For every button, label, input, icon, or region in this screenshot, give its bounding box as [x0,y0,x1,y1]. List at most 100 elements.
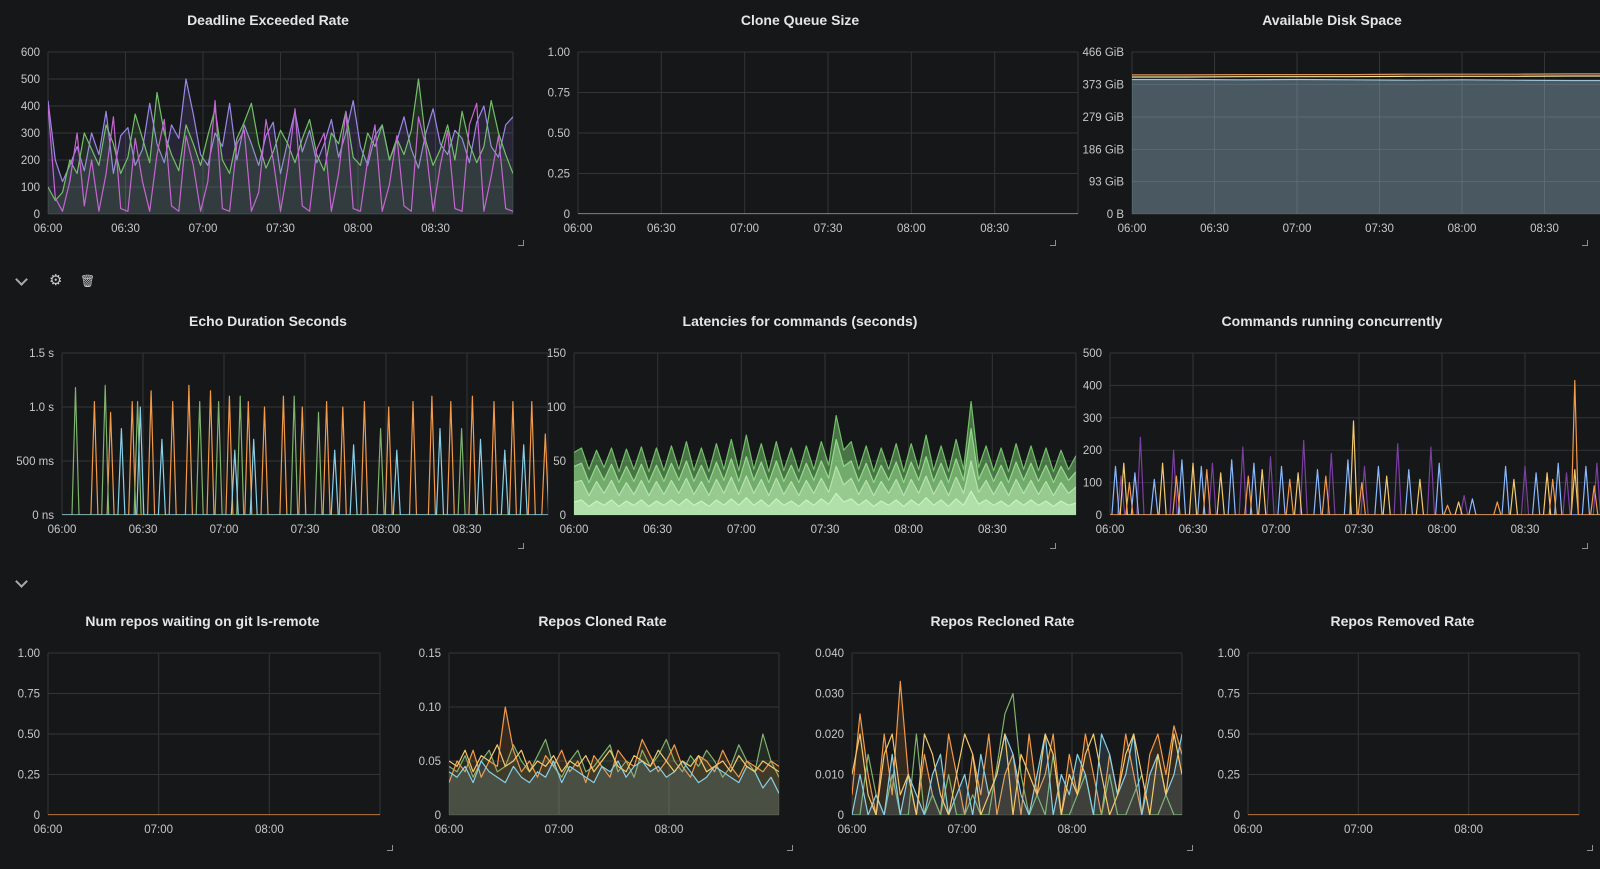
y-tick-label: 200 [21,155,40,167]
x-tick-label: 06:00 [560,524,589,536]
series-line-0 [574,401,1076,473]
panel-title[interactable]: Repos Cloned Rate [538,613,667,629]
x-tick-label: 08:00 [1428,524,1457,536]
x-tick-label: 06:30 [643,524,672,536]
chevron-down-icon[interactable] [15,273,28,286]
x-tick-label: 07:00 [189,223,218,235]
resize-handle[interactable] [1050,240,1056,246]
series-line-1 [1132,75,1600,78]
panel-repos-cloned-rate[interactable]: Repos Cloned Rate 0 0.05 0.10 0.15 06:00 07:0… [408,611,797,853]
x-tick-label: 07:30 [291,524,320,536]
y-tick-label: 100 [547,402,566,414]
panel-title[interactable]: Repos Removed Rate [1330,613,1475,629]
gear-icon[interactable]: ⚙ [49,272,63,289]
series-line-3 [449,744,779,773]
chart-command-latencies: 0 50 100 150 06:00 06:30 07:00 07:30 08:00 08:30 [547,348,1077,536]
y-tick-label: 200 [1083,445,1102,457]
series-line-2 [1110,420,1600,515]
panel-clone-queue-size[interactable]: Clone Queue Size 0 0.25 0.50 0.75 1.00 06:00 0… [540,10,1079,248]
panel-title[interactable]: Echo Duration Seconds [189,313,347,329]
series-line-2 [852,733,1182,815]
y-tick-label: 1.00 [548,47,570,59]
series-area-1 [449,707,779,815]
x-tick-label: 06:00 [1234,824,1263,836]
y-tick-label: 1.0 s [29,402,54,414]
x-tick-label: 07:30 [814,223,843,235]
y-tick-label: 500 ms [16,456,54,468]
chart-available-disk-space: 0 B 93 GiB 186 GiB 279 GiB 373 GiB 466 GiB 06:… [1082,47,1600,235]
x-tick-label: 06:00 [435,824,464,836]
y-tick-label: 0.030 [815,689,844,701]
x-tick-label: 08:00 [894,524,923,536]
series-line-2 [48,100,513,212]
panel-title[interactable]: Deadline Exceeded Rate [187,12,349,28]
resize-handle[interactable] [1187,845,1193,851]
y-tick-label: 0.020 [815,729,844,741]
y-tick-label: 0 [1096,510,1102,522]
resize-handle[interactable] [787,845,793,851]
plot-area [449,706,779,815]
resize-handle[interactable] [387,845,393,851]
y-tick-label: 93 GiB [1089,177,1124,189]
panel-title[interactable]: Latencies for commands (seconds) [682,313,918,329]
panel-repos-removed-rate[interactable]: Repos Removed Rate 0 0.25 0.50 0.75 1.00 06:0… [1208,611,1597,853]
y-tick-label: 0.10 [419,702,441,714]
series-line-3 [852,733,1182,815]
plot-area [62,384,548,515]
y-tick-label: 0.50 [1218,729,1240,741]
x-tick-label: 06:00 [1118,223,1147,235]
x-tick-label: 08:00 [655,824,684,836]
y-tick-label: 0 [435,810,441,822]
x-tick-label: 08:30 [978,524,1007,536]
panel-repos-recloned-rate[interactable]: Repos Recloned Rate 0 0.010 0.020 0.030 0.04… [808,611,1197,853]
series-area-3 [574,491,1076,515]
series-line-1 [852,692,1182,815]
plot-area [574,401,1076,515]
y-tick-label: 0.50 [18,729,40,741]
x-tick-label: 08:00 [255,824,284,836]
x-tick-label: 08:30 [1511,524,1540,536]
chart-clone-queue-size: 0 0.25 0.50 0.75 1.00 06:00 06:30 07:00 07:30 08:… [548,47,1079,235]
panel-command-latencies[interactable]: Latencies for commands (seconds) 0 50 100 1… [540,311,1077,551]
panel-title[interactable]: Num repos waiting on git ls-remote [85,613,320,629]
panel-repos-waiting-ls-remote[interactable]: Num repos waiting on git ls-remote 0 0.25… [8,611,397,853]
resize-handle[interactable] [518,240,524,246]
x-tick-label: 08:00 [1454,824,1483,836]
y-tick-label: 279 GiB [1082,112,1124,124]
panel-title[interactable]: Clone Queue Size [740,12,860,28]
y-tick-label: 0.25 [548,169,570,181]
resize-handle[interactable] [1582,543,1588,549]
panel-title[interactable]: Repos Recloned Rate [930,613,1075,629]
series-line-1 [48,78,513,202]
x-tick-label: 08:30 [1530,223,1559,235]
x-tick-label: 07:00 [1262,524,1291,536]
panel-available-disk-space[interactable]: Available Disk Space 0 B 93 GiB 186 GiB 279… [1072,10,1600,248]
y-tick-label: 0.50 [548,128,570,140]
y-tick-label: 0.25 [1218,770,1240,782]
x-tick-label: 06:00 [564,223,593,235]
panel-title[interactable]: Commands running concurrently [1221,313,1443,329]
trash-icon[interactable]: 🗑 [80,274,96,288]
series-line-1 [449,706,779,784]
panel-echo-duration-seconds[interactable]: Echo Duration Seconds 0 ns 500 ms 1.0 s 1.5… [8,311,549,551]
series-line-3 [574,490,1076,507]
panel-title[interactable]: Available Disk Space [1262,12,1402,28]
resize-handle[interactable] [1582,240,1588,246]
chevron-down-icon[interactable] [15,575,28,588]
panel-commands-running-concurrently[interactable]: Commands running concurrently 0 100 200 300… [1072,311,1600,551]
y-tick-label: 300 [21,128,40,140]
chart-deadline-exceeded-rate: 0 100 200 300 400 500 600 06:00 06:30 07:00 07:30 0… [21,47,514,235]
y-tick-label: 100 [1083,478,1102,490]
resize-handle[interactable] [518,543,524,549]
y-tick-label: 0.010 [815,770,844,782]
resize-handle[interactable] [1050,543,1056,549]
resize-handle[interactable] [1587,845,1593,851]
chart-repos-cloned-rate: 0 0.05 0.10 0.15 06:00 07:00 08:00 [419,648,780,836]
x-tick-label: 07:00 [730,223,759,235]
series-area-2 [449,761,779,815]
y-tick-label: 0.75 [18,689,40,701]
y-tick-label: 186 GiB [1082,144,1124,156]
y-tick-label: 0 [34,209,40,221]
panel-deadline-exceeded-rate[interactable]: Deadline Exceeded Rate 0 100 200 300 400 500 6… [8,10,528,248]
x-tick-label: 08:30 [421,223,450,235]
